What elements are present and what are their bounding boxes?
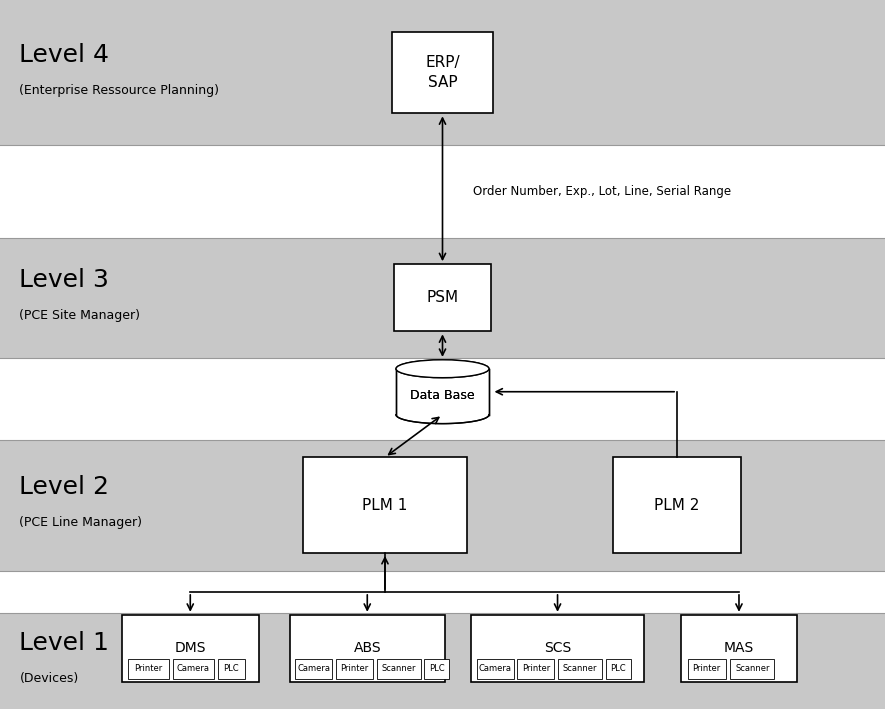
FancyBboxPatch shape [471,615,644,682]
Text: SCS: SCS [544,642,571,655]
Bar [0,0,885,145]
FancyBboxPatch shape [612,457,742,553]
Bar [0,238,885,358]
Text: Camera: Camera [177,664,210,673]
FancyBboxPatch shape [122,615,259,682]
FancyBboxPatch shape [517,659,555,679]
Text: Scanner: Scanner [381,664,416,673]
Text: Order Number, Exp., Lot, Line, Serial Range: Order Number, Exp., Lot, Line, Serial Ra… [473,185,732,198]
Text: DMS: DMS [174,642,206,655]
FancyBboxPatch shape [173,659,214,679]
Text: ERP/
SAP: ERP/ SAP [425,55,460,90]
FancyBboxPatch shape [688,659,726,679]
Text: PLM 1: PLM 1 [362,498,408,513]
Text: (Enterprise Ressource Planning): (Enterprise Ressource Planning) [19,84,219,97]
FancyBboxPatch shape [296,659,333,679]
Text: ABS: ABS [353,642,381,655]
Text: Level 3: Level 3 [19,268,110,292]
Text: PLC: PLC [224,664,239,673]
Text: Camera: Camera [479,664,512,673]
Bar [0,145,885,238]
Bar [0,358,885,440]
FancyBboxPatch shape [290,615,444,682]
FancyBboxPatch shape [730,659,774,679]
Text: MAS: MAS [724,642,754,655]
Text: Level 1: Level 1 [19,632,110,655]
Text: Data Base: Data Base [410,389,475,402]
Text: PLC: PLC [611,664,626,673]
Polygon shape [396,406,489,415]
Ellipse shape [396,360,489,378]
FancyBboxPatch shape [606,659,631,679]
FancyBboxPatch shape [681,615,796,682]
FancyBboxPatch shape [391,32,494,113]
FancyBboxPatch shape [558,659,603,679]
Bar [0,440,885,571]
FancyBboxPatch shape [425,659,449,679]
FancyBboxPatch shape [476,659,514,679]
Text: Printer: Printer [522,664,550,673]
Bar [0,571,885,613]
Text: (PCE Line Manager): (PCE Line Manager) [19,516,142,530]
Text: Data Base: Data Base [410,389,475,402]
Polygon shape [396,406,489,415]
Text: Level 2: Level 2 [19,476,110,499]
Text: Level 4: Level 4 [19,43,110,67]
Text: Scanner: Scanner [735,664,769,673]
Bar [396,369,489,415]
Text: Printer: Printer [341,664,368,673]
Text: (PCE Site Manager): (PCE Site Manager) [19,309,141,322]
FancyBboxPatch shape [377,659,421,679]
Text: PLC: PLC [429,664,444,673]
Text: Scanner: Scanner [563,664,597,673]
FancyBboxPatch shape [303,457,467,553]
FancyBboxPatch shape [336,659,373,679]
Text: Printer: Printer [693,664,720,673]
Text: (Devices): (Devices) [19,672,79,686]
Text: Printer: Printer [135,664,162,673]
Text: PSM: PSM [427,290,458,306]
Text: Camera: Camera [297,664,330,673]
Ellipse shape [396,360,489,378]
Text: PLM 2: PLM 2 [654,498,700,513]
FancyBboxPatch shape [394,264,491,331]
Bar [0,613,885,709]
FancyBboxPatch shape [219,659,244,679]
FancyBboxPatch shape [128,659,168,679]
Bar [396,369,489,415]
